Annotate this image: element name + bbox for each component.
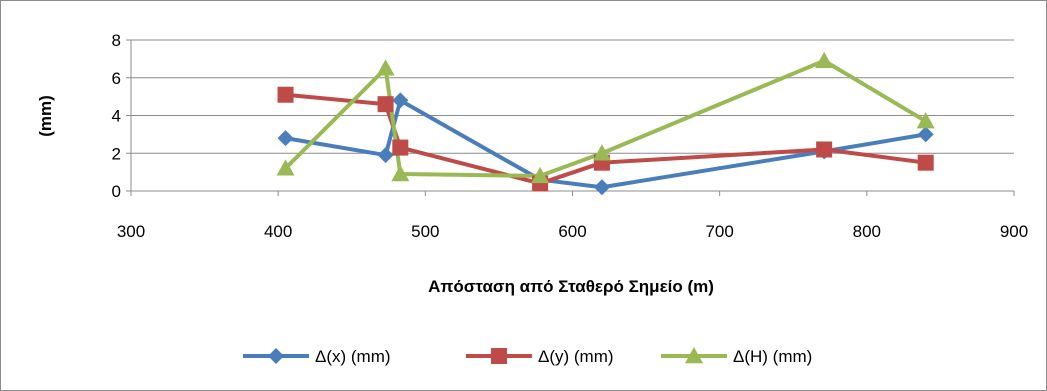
data-point-series-3 [531,166,550,184]
y-axis-title: (mm) [36,95,55,137]
x-tick-label: 700 [705,222,733,241]
data-point-series-1 [377,147,394,164]
y-tick-label: 0 [112,182,121,201]
legend-marker-2 [491,348,507,364]
legend-label-3: Δ(H) (mm) [733,347,812,366]
y-tick-label: 6 [112,69,121,88]
legend-marker-3 [685,347,703,364]
legend: Δ(x) (mm) Δ(y) (mm) Δ(H) (mm) [243,347,812,366]
data-point-series-3 [815,51,834,68]
x-tick-label: 800 [853,222,881,241]
x-axis-title: Απόσταση από Σταθερό Σημείο (m) [428,277,714,296]
data-point-series-2 [392,139,409,156]
data-point-series-1 [917,126,934,143]
data-point-series-3 [391,165,410,182]
legend-marker-1 [268,348,284,364]
axes: 0 2 4 6 8 300 400 500 600 700 800 900 [112,31,1029,241]
data-point-series-3 [592,144,611,161]
legend-label-2: Δ(y) (mm) [538,347,614,366]
data-point-series-1 [392,92,409,109]
y-tick-label: 2 [112,144,121,163]
data-point-series-3 [916,112,935,129]
x-tick-label: 500 [411,222,439,241]
x-tick-label: 600 [558,222,586,241]
data-point-series-1 [277,130,294,147]
data-point-series-2 [377,96,394,113]
x-tick-label: 300 [117,222,145,241]
x-tick-label: 400 [264,222,292,241]
data-point-series-2 [277,86,294,103]
legend-label-1: Δ(x) (mm) [315,347,391,366]
markers-group [276,51,935,196]
y-tick-label: 8 [112,31,121,50]
data-point-series-2 [917,154,934,171]
y-tick-label: 4 [112,107,121,126]
x-tick-label: 900 [1000,222,1028,241]
data-point-series-3 [376,59,395,76]
data-point-series-3 [276,159,295,176]
data-point-series-2 [816,141,833,158]
data-point-series-1 [593,179,610,196]
